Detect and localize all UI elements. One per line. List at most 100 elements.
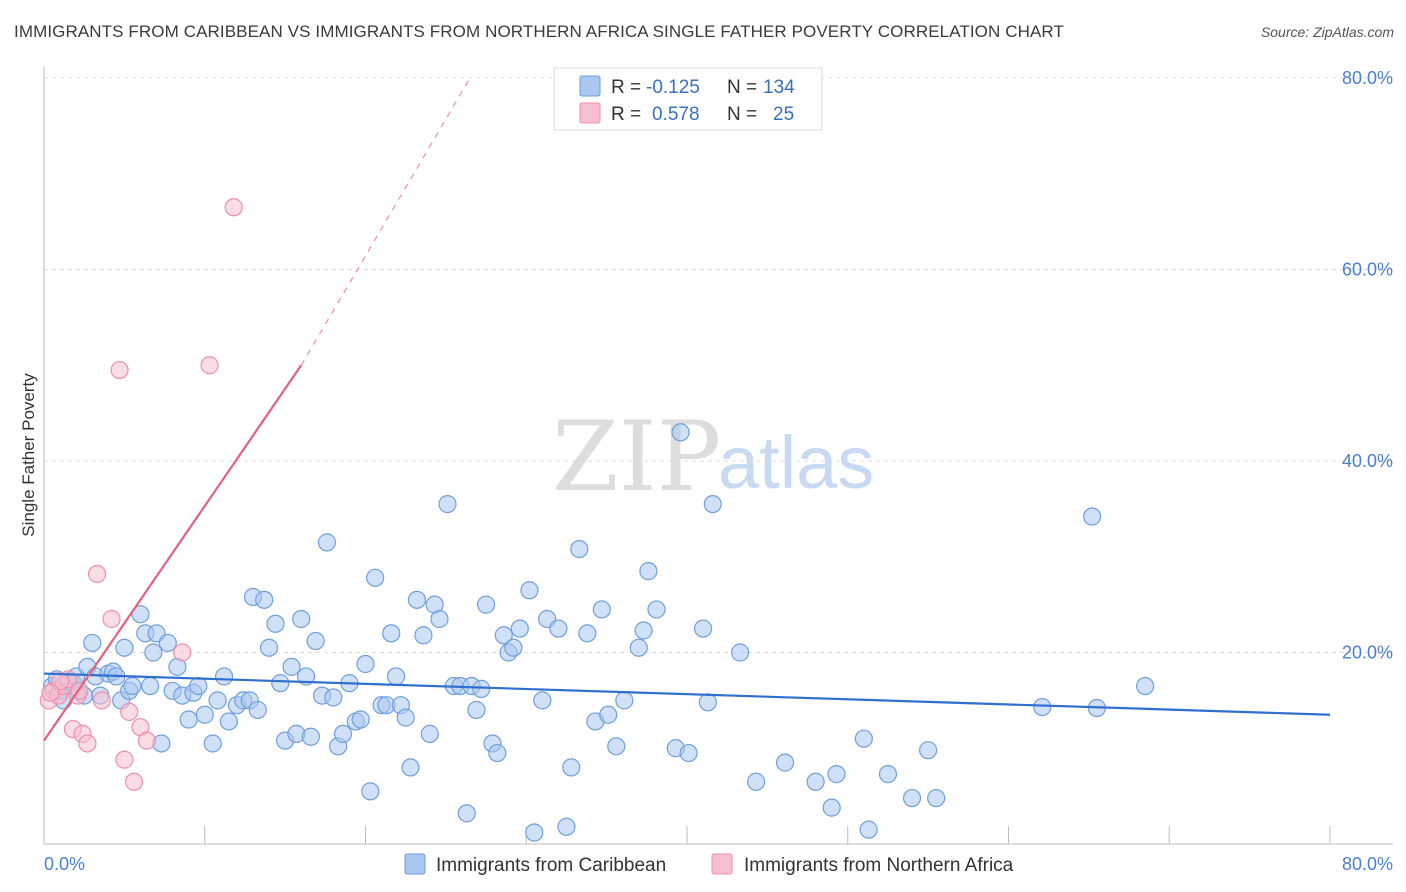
point-caribbean-123 bbox=[902, 788, 922, 808]
point-caribbean-20 bbox=[131, 605, 150, 624]
trend-line-northern-africa-extension bbox=[300, 77, 471, 366]
legend-n-label-2: N = bbox=[727, 104, 757, 125]
bottom-legend-swatch-pink bbox=[711, 853, 733, 875]
point-caribbean-74 bbox=[420, 724, 439, 743]
legend-n-value-2: 25 bbox=[773, 104, 794, 125]
point-caribbean-32 bbox=[189, 676, 208, 696]
point-caribbean-105 bbox=[629, 638, 648, 657]
legend-n-value-1: 134 bbox=[763, 77, 795, 98]
point-caribbean-50 bbox=[292, 609, 311, 629]
point-caribbean-101 bbox=[592, 600, 611, 619]
y-tick-labels: 80.0% 60.0% 40.0% 20.0% bbox=[1342, 68, 1393, 663]
watermark-zip: ZIP bbox=[552, 401, 721, 513]
point-caribbean-10 bbox=[83, 633, 102, 653]
point-caribbean-80 bbox=[457, 804, 476, 823]
point-caribbean-118 bbox=[806, 772, 825, 791]
point-caribbean-62 bbox=[356, 654, 375, 674]
point-caribbean-30 bbox=[179, 710, 198, 729]
point-northern-africa-10 bbox=[92, 691, 111, 710]
point-caribbean-130 bbox=[859, 820, 878, 839]
point-caribbean-17 bbox=[115, 638, 134, 657]
point-caribbean-96 bbox=[557, 817, 576, 836]
point-caribbean-114 bbox=[703, 494, 722, 514]
point-northern-africa-12 bbox=[110, 360, 129, 380]
source-label: Source: ZipAtlas.com bbox=[1260, 24, 1394, 40]
point-caribbean-76 bbox=[430, 609, 449, 629]
point-caribbean-116 bbox=[747, 772, 766, 791]
point-caribbean-63 bbox=[361, 782, 380, 801]
point-caribbean-104 bbox=[615, 691, 634, 710]
point-caribbean-92 bbox=[525, 823, 544, 842]
point-caribbean-58 bbox=[333, 724, 353, 743]
point-caribbean-61 bbox=[351, 710, 370, 729]
trend-lines bbox=[43, 77, 1331, 742]
point-caribbean-120 bbox=[827, 765, 846, 784]
point-caribbean-77 bbox=[438, 494, 457, 514]
point-caribbean-110 bbox=[671, 423, 690, 442]
point-caribbean-46 bbox=[271, 674, 290, 693]
point-caribbean-34 bbox=[203, 734, 222, 753]
point-northern-africa-19 bbox=[200, 356, 219, 375]
legend-swatch-pink bbox=[579, 102, 601, 124]
point-caribbean-71 bbox=[401, 758, 420, 777]
legend-r-label-2: R = bbox=[611, 104, 641, 125]
bottom-legend-swatch-blue bbox=[404, 853, 426, 875]
point-caribbean-112 bbox=[693, 619, 713, 638]
x-tick-label-min: 0.0% bbox=[44, 854, 85, 874]
trend-line-caribbean bbox=[43, 672, 1331, 716]
y-tick-label-20: 20.0% bbox=[1342, 643, 1393, 663]
legend-r-label-1: R = bbox=[611, 77, 641, 98]
point-caribbean-37 bbox=[219, 712, 238, 731]
bottom-legend: Immigrants from Caribbean Immigrants fro… bbox=[404, 853, 1014, 876]
point-caribbean-127 bbox=[1082, 507, 1102, 526]
point-caribbean-22 bbox=[140, 676, 160, 696]
bottom-legend-caribbean: Immigrants from Caribbean bbox=[436, 855, 666, 876]
point-caribbean-103 bbox=[607, 737, 626, 756]
point-caribbean-68 bbox=[386, 667, 406, 686]
chart-title: IMMIGRANTS FROM CARIBBEAN VS IMMIGRANTS … bbox=[14, 22, 1064, 41]
point-caribbean-95 bbox=[549, 619, 568, 638]
point-caribbean-93 bbox=[533, 691, 552, 710]
point-caribbean-102 bbox=[599, 705, 618, 724]
point-caribbean-83 bbox=[472, 679, 491, 698]
point-caribbean-122 bbox=[878, 765, 898, 784]
legend-swatch-blue bbox=[579, 75, 601, 97]
legend-r-value-1: -0.125 bbox=[646, 77, 700, 98]
point-caribbean-115 bbox=[730, 643, 750, 662]
point-northern-africa-20 bbox=[224, 198, 243, 217]
point-caribbean-90 bbox=[510, 619, 529, 638]
watermark-atlas: atlas bbox=[718, 421, 874, 504]
point-caribbean-124 bbox=[919, 741, 938, 760]
point-caribbean-56 bbox=[324, 688, 343, 707]
y-axis-label: Single Father Poverty bbox=[19, 373, 38, 537]
point-northern-africa-13 bbox=[115, 750, 134, 769]
point-caribbean-82 bbox=[467, 700, 486, 720]
point-caribbean-26 bbox=[158, 633, 177, 653]
bottom-legend-northern-africa: Immigrants from Northern Africa bbox=[744, 855, 1014, 876]
point-caribbean-89 bbox=[504, 638, 523, 657]
point-caribbean-55 bbox=[317, 533, 337, 552]
point-caribbean-117 bbox=[775, 753, 795, 772]
point-caribbean-73 bbox=[414, 626, 433, 645]
point-caribbean-121 bbox=[854, 729, 873, 748]
point-caribbean-91 bbox=[520, 581, 539, 600]
point-caribbean-35 bbox=[208, 691, 227, 710]
point-caribbean-129 bbox=[1136, 676, 1155, 696]
point-northern-africa-9 bbox=[87, 564, 107, 584]
point-northern-africa-18 bbox=[173, 643, 192, 662]
point-caribbean-86 bbox=[488, 743, 507, 763]
x-tick-label-max: 80.0% bbox=[1342, 854, 1393, 874]
point-caribbean-72 bbox=[407, 590, 427, 609]
point-caribbean-125 bbox=[927, 788, 946, 808]
trend-line-northern-africa bbox=[43, 364, 303, 742]
point-northern-africa-23 bbox=[41, 683, 60, 702]
point-caribbean-126 bbox=[1033, 697, 1052, 717]
point-northern-africa-11 bbox=[102, 609, 121, 629]
point-northern-africa-14 bbox=[120, 702, 139, 721]
legend-r-value-2: 0.578 bbox=[652, 104, 700, 125]
point-caribbean-52 bbox=[301, 727, 320, 746]
point-caribbean-70 bbox=[396, 708, 415, 727]
point-caribbean-97 bbox=[562, 758, 581, 777]
point-caribbean-44 bbox=[259, 638, 279, 657]
